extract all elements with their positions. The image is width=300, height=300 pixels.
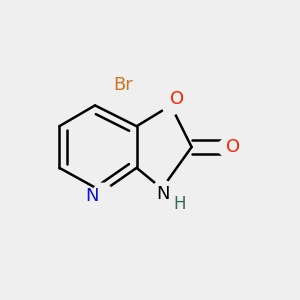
Text: O: O — [170, 90, 184, 108]
Point — [160, 186, 164, 191]
Text: N: N — [85, 187, 99, 205]
Text: Br: Br — [113, 76, 133, 94]
Text: H: H — [173, 195, 185, 213]
Point — [100, 189, 105, 194]
Point — [120, 82, 125, 87]
Text: N: N — [157, 185, 170, 203]
Point — [225, 145, 230, 149]
Text: O: O — [226, 138, 240, 156]
Point — [168, 103, 173, 108]
